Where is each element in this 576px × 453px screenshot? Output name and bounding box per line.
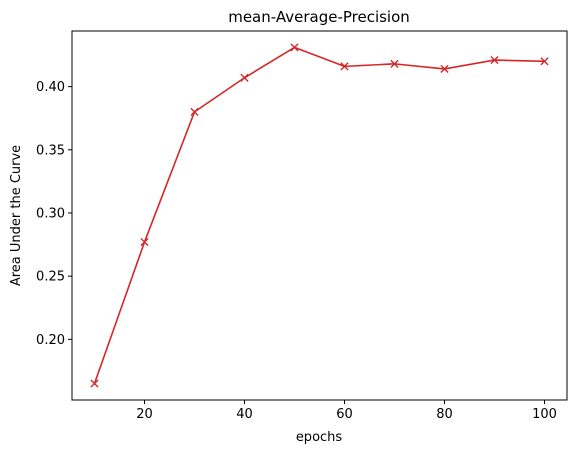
data-point-marker xyxy=(540,57,549,66)
x-tick-label: 60 xyxy=(336,407,353,422)
y-axis: 0.20 0.25 0.30 0.35 0.40 xyxy=(36,80,72,348)
series-line xyxy=(93,46,545,384)
data-point-marker xyxy=(340,62,349,71)
data-point-marker xyxy=(390,59,399,68)
x-axis: 20 40 60 80 100 xyxy=(136,400,557,422)
chart-title: mean-Average-Precision xyxy=(228,8,410,26)
x-tick-label: 80 xyxy=(436,407,453,422)
data-point-marker xyxy=(490,55,499,65)
x-axis-label: epochs xyxy=(296,430,343,445)
y-tick-label: 0.25 xyxy=(36,270,65,285)
data-point-marker xyxy=(290,43,299,52)
data-point-marker xyxy=(440,64,449,74)
x-tick-label: 20 xyxy=(136,407,153,422)
data-point-marker xyxy=(140,237,149,247)
data-point-marker xyxy=(90,379,99,388)
y-tick-label: 0.40 xyxy=(36,80,65,95)
y-tick-label: 0.30 xyxy=(36,206,65,221)
y-tick-label: 0.20 xyxy=(36,333,65,348)
y-axis-label: Area Under the Curve xyxy=(9,145,24,286)
data-point-marker xyxy=(240,73,249,82)
x-tick-label: 100 xyxy=(532,407,557,422)
data-point-marker xyxy=(190,107,199,116)
plot-area xyxy=(71,30,568,401)
series-layer xyxy=(90,43,549,388)
y-tick-label: 0.35 xyxy=(36,143,65,158)
x-tick-label: 40 xyxy=(236,407,253,422)
